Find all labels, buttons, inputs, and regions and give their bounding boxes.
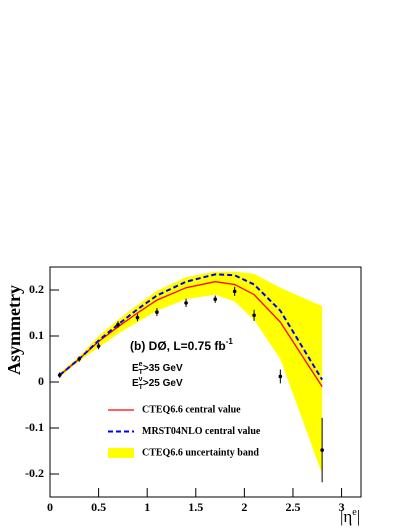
x-axis-label: |ηe| — [340, 507, 360, 526]
x-tick-label: 2 — [241, 500, 247, 514]
data-point — [213, 297, 218, 302]
data-point — [252, 313, 256, 318]
annotation: Ee T>35 GeV — [132, 361, 183, 376]
plot: -0.2 -0.1 0 0.1 0.2 0 0.5 1 1.5 2 2.5 3 CTEQ6.6 cent… — [25, 266, 362, 514]
x-tick-label: 1.5 — [188, 500, 203, 514]
y-tick-label: 0.2 — [29, 282, 44, 296]
x-tick-label: 0.5 — [91, 500, 106, 514]
annotation-text: >35 GeV — [143, 363, 183, 374]
x-tick-label: 3 — [339, 500, 345, 514]
annotation-sub: T — [139, 384, 144, 391]
legend-swatch — [108, 448, 134, 458]
data-point — [320, 448, 324, 452]
uncertainty-band — [59, 271, 323, 474]
series-line — [59, 281, 323, 387]
legend-label: CTEQ6.6 uncertainty band — [142, 447, 259, 458]
y-tick-label: 0.1 — [29, 328, 44, 342]
data-point — [232, 289, 237, 294]
y-tick-label: -0.1 — [25, 420, 44, 434]
y-tick-label: -0.2 — [25, 466, 44, 480]
x-tick-label: 1 — [144, 500, 150, 514]
x-label-sup: e — [352, 507, 357, 518]
y-tick-label: 0 — [38, 374, 44, 388]
x-tick-label: 0 — [47, 500, 53, 514]
annotation-text: E — [132, 363, 139, 374]
legend-label: CTEQ6.6 central value — [142, 404, 241, 415]
data-point — [278, 374, 283, 379]
x-tick-label: 2.5 — [285, 500, 300, 514]
annotation-text: >25 GeV — [143, 378, 183, 389]
data-point — [116, 322, 120, 327]
annotation-sup: e — [139, 361, 143, 368]
annotation-text: E — [132, 378, 139, 389]
annotation: (b) DØ, L=0.75 fb-1 — [130, 337, 233, 353]
data-point — [135, 315, 140, 320]
data-point — [77, 357, 81, 361]
data-point — [155, 310, 159, 314]
data-point — [184, 301, 188, 305]
x-label-main: |η — [340, 507, 352, 526]
annotation-sup: -1 — [226, 337, 234, 346]
legend-label: MRST04NLO central value — [142, 426, 261, 437]
annotation-sub: T — [139, 369, 144, 376]
annotation: Eν T>25 GeV — [132, 376, 183, 391]
data-point — [57, 373, 62, 377]
annotation-text: (b) DØ, L=0.75 fb — [130, 339, 226, 353]
y-axis-label: Asymmetry — [4, 285, 24, 375]
annotation-sup: ν — [139, 376, 143, 383]
data-point — [96, 344, 101, 348]
series-line — [59, 273, 323, 381]
x-label-end: | — [357, 507, 360, 526]
